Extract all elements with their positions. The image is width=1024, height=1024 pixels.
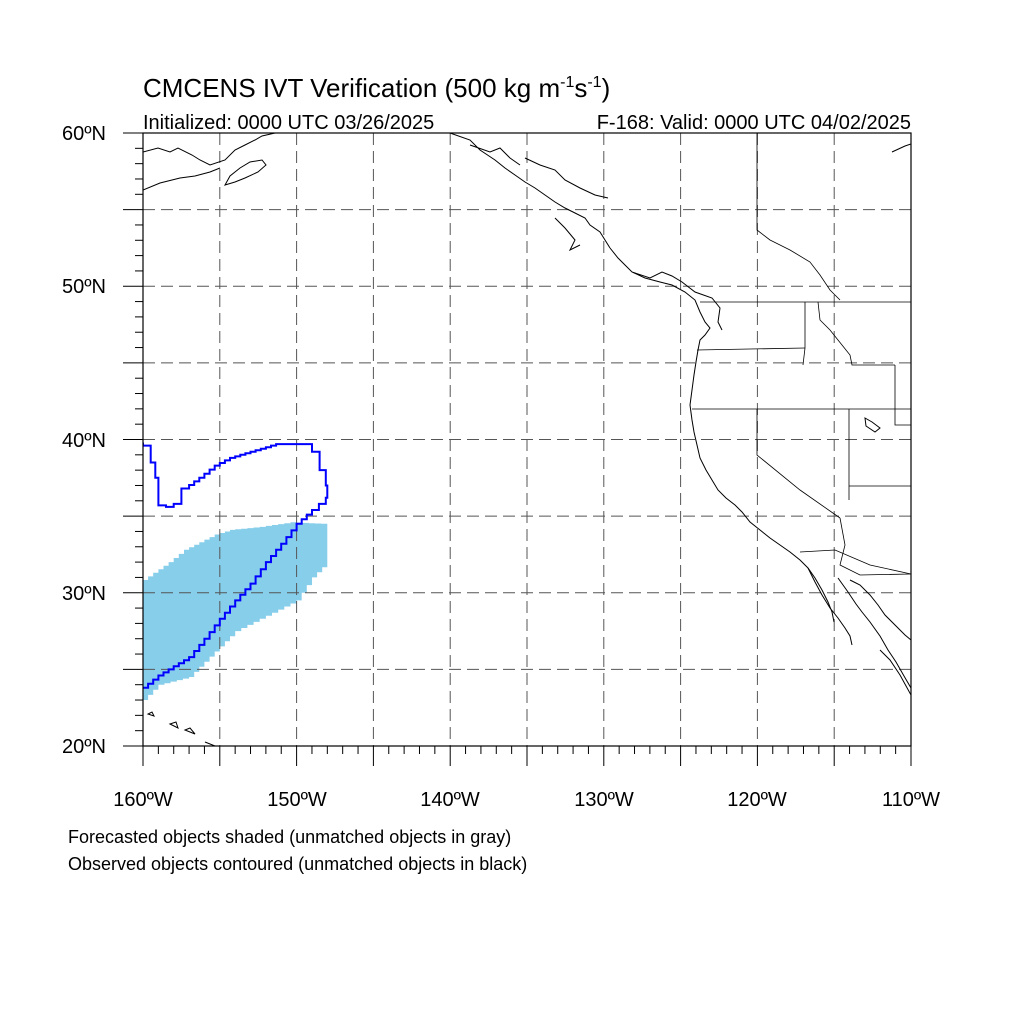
state-borders <box>692 133 911 576</box>
lon-label-110: 110ºW <box>882 789 940 811</box>
coastline-hawaii <box>146 711 216 746</box>
lon-label-150: 150ºW <box>267 789 327 811</box>
border-bc-ab <box>756 133 841 301</box>
coastline-bc-wa-or <box>609 247 835 623</box>
observed-object-contour <box>143 442 329 689</box>
forecast-object-shading <box>143 522 328 701</box>
coastline-hudson-region <box>891 143 911 153</box>
coastlines <box>143 133 911 746</box>
lon-label-160: 160ºW <box>113 789 173 811</box>
lat-label-30: 30ºN <box>62 583 106 605</box>
init-time-label: Initialized: 0000 UTC 03/26/2025 <box>143 112 434 134</box>
valid-time-label: F-168: Valid: 0000 UTC 04/02/2025 <box>597 112 911 134</box>
latitude-labels: 60ºN 50ºN 40ºN 30ºN 20ºN <box>62 123 106 758</box>
coastline-baja <box>807 567 911 689</box>
lon-label-120: 120ºW <box>727 789 787 811</box>
border-us-mexico <box>799 549 911 575</box>
legend-note-observed: Observed objects contoured (unmatched ob… <box>68 854 527 874</box>
lat-label-20: 20ºN <box>62 736 106 758</box>
border-id-mt <box>817 301 895 366</box>
map-title: CMCENS IVT Verification (500 kg m-1s-1) <box>143 73 610 103</box>
lon-label-140: 140ºW <box>420 789 480 811</box>
border-az <box>839 485 911 576</box>
axis-ticks <box>123 132 912 766</box>
border-wa-or <box>696 347 806 351</box>
border-wy <box>894 365 911 426</box>
coastline-mexico <box>879 649 911 696</box>
lat-label-40: 40ºN <box>62 430 106 452</box>
lake-outline <box>864 417 881 433</box>
graticule <box>143 133 911 746</box>
longitude-labels: 160ºW 150ºW 140ºW 130ºW 120ºW 110ºW <box>113 789 940 811</box>
lon-label-130: 130ºW <box>574 789 634 811</box>
coastline-alaska-panhandle <box>449 133 611 252</box>
legend-note-forecast: Forecasted objects shaded (unmatched obj… <box>68 827 511 847</box>
border-ca-nv <box>756 409 841 519</box>
lat-label-60: 60ºN <box>62 123 106 145</box>
border-wa-id <box>802 302 806 366</box>
coastline-alaska <box>143 133 276 191</box>
lat-label-50: 50ºN <box>62 276 106 298</box>
